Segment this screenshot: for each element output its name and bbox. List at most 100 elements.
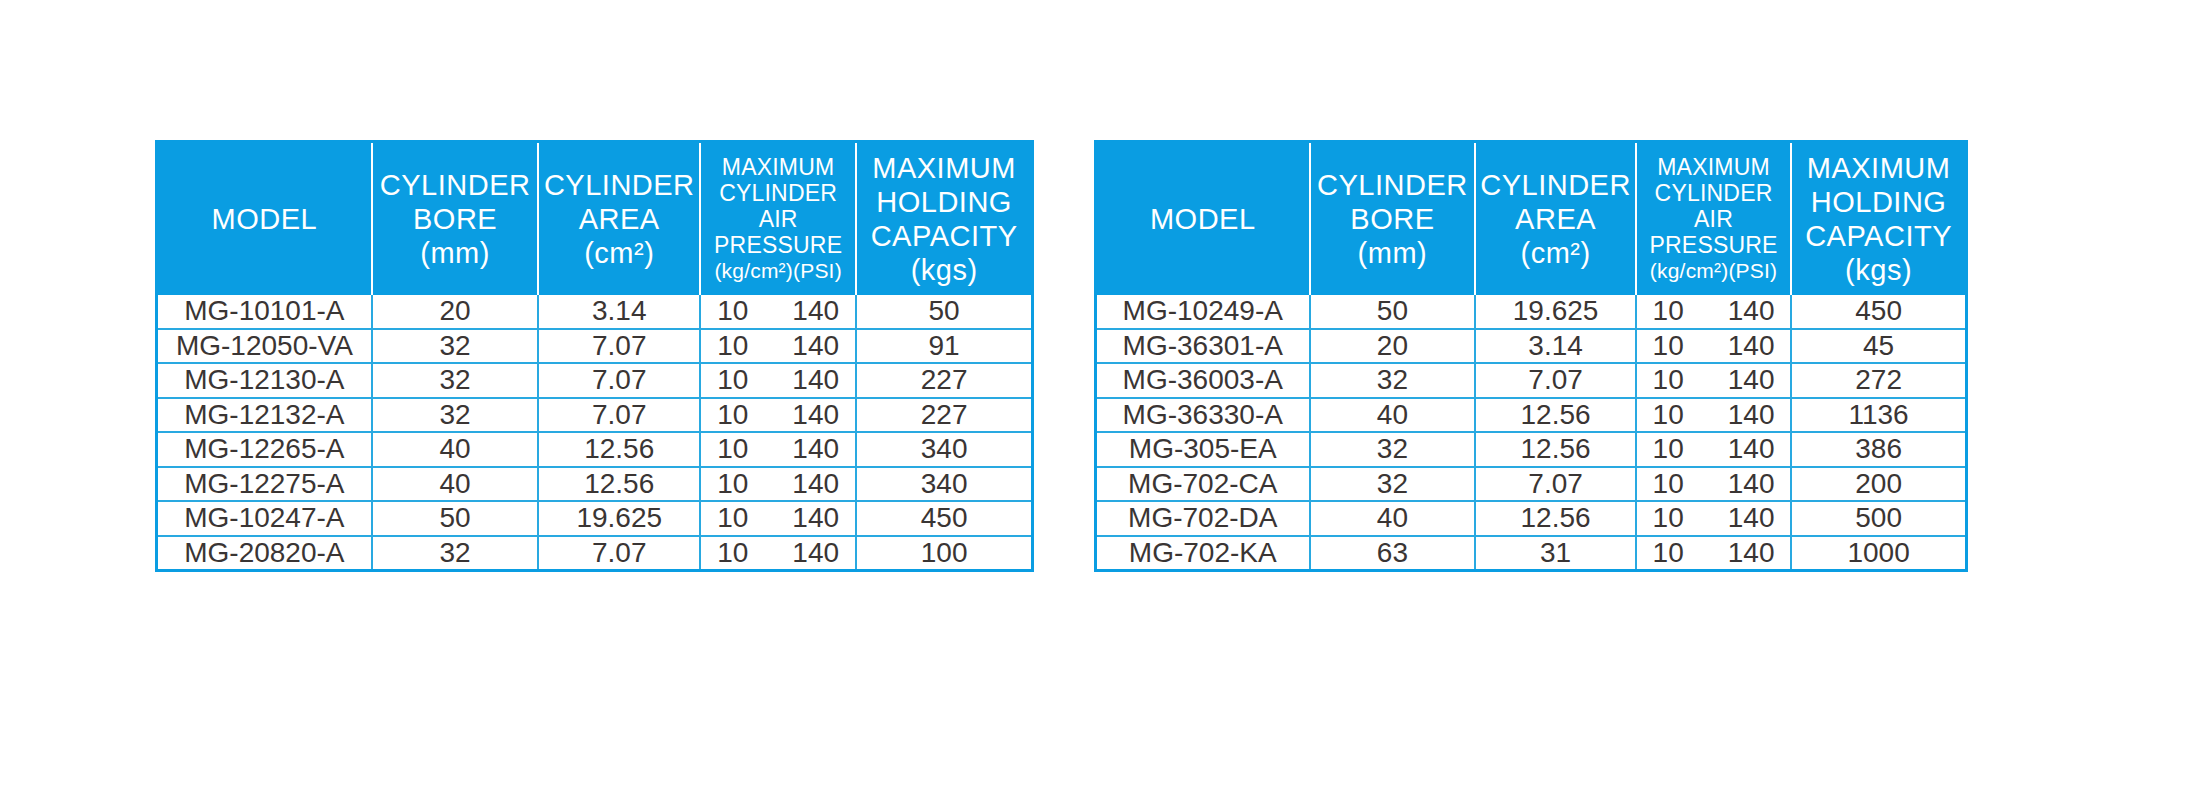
capacity-cell: 340 — [857, 468, 1031, 501]
header-max-air-pressure: MAXIMUM CYLINDER AIR PRESSURE (kg/cm²)(P… — [701, 143, 857, 295]
pressure-psi: 140 — [1728, 330, 1775, 362]
model-cell: MG-36330-A — [1097, 399, 1311, 432]
bore-cell: 20 — [373, 295, 540, 328]
pressure-kg: 10 — [717, 364, 748, 396]
spec-table-right: MODEL CYLINDER BORE (mm) CYLINDER AREA (… — [1094, 140, 1968, 572]
capacity-cell: 227 — [857, 399, 1031, 432]
bore-cell: 32 — [373, 399, 540, 432]
header-line: BORE — [413, 202, 497, 236]
header-line: CYLINDER — [719, 180, 837, 206]
area-cell: 7.07 — [1476, 364, 1637, 397]
header-cylinder-bore: CYLINDER BORE (mm) — [373, 143, 540, 295]
table-row: MG-702-KA 63 31 10140 1000 — [1097, 535, 1965, 570]
area-cell: 19.625 — [539, 502, 701, 535]
bore-cell: 50 — [373, 502, 540, 535]
pressure-cell: 10140 — [1637, 364, 1792, 397]
model-cell: MG-12130-A — [158, 364, 373, 397]
model-cell: MG-12275-A — [158, 468, 373, 501]
table-row: MG-12265-A 40 12.56 10140 340 — [158, 431, 1031, 466]
area-cell: 7.07 — [539, 364, 701, 397]
model-cell: MG-10101-A — [158, 295, 373, 328]
model-cell: MG-36301-A — [1097, 330, 1311, 363]
header-unit: (cm²) — [1521, 236, 1591, 270]
bore-cell: 20 — [1311, 330, 1477, 363]
bore-cell: 32 — [1311, 364, 1477, 397]
bore-cell: 40 — [373, 468, 540, 501]
capacity-cell: 450 — [1792, 295, 1965, 328]
pressure-kg: 10 — [717, 468, 748, 500]
pressure-cell: 10140 — [1637, 330, 1792, 363]
pressure-kg: 10 — [1653, 468, 1684, 500]
pressure-kg: 10 — [1653, 537, 1684, 569]
table-row: MG-702-DA 40 12.56 10140 500 — [1097, 500, 1965, 535]
pressure-kg: 10 — [717, 537, 748, 569]
table-row: MG-36301-A 20 3.14 10140 45 — [1097, 328, 1965, 363]
header-model-label: MODEL — [212, 202, 318, 236]
header-unit: (mm) — [1358, 236, 1428, 270]
capacity-cell: 386 — [1792, 433, 1965, 466]
capacity-cell: 100 — [857, 537, 1031, 570]
capacity-cell: 1000 — [1792, 537, 1965, 570]
pressure-kg: 10 — [717, 433, 748, 465]
header-line: AIR — [1694, 206, 1733, 232]
model-cell: MG-36003-A — [1097, 364, 1311, 397]
capacity-cell: 200 — [1792, 468, 1965, 501]
pressure-psi: 140 — [1728, 537, 1775, 569]
header-cylinder-area: CYLINDER AREA (cm²) — [539, 143, 701, 295]
pressure-psi: 140 — [792, 330, 839, 362]
area-cell: 12.56 — [1476, 399, 1637, 432]
header-max-holding-capacity: MAXIMUM HOLDING CAPACITY (kgs) — [857, 143, 1031, 295]
pressure-kg: 10 — [1653, 399, 1684, 431]
pressure-cell: 10140 — [1637, 295, 1792, 328]
pressure-psi: 140 — [792, 399, 839, 431]
header-unit: (kgs) — [911, 253, 978, 287]
capacity-cell: 91 — [857, 330, 1031, 363]
capacity-cell: 272 — [1792, 364, 1965, 397]
bore-cell: 40 — [1311, 399, 1477, 432]
header-line: HOLDING — [876, 185, 1012, 219]
header-line: AIR — [759, 206, 798, 232]
bore-cell: 32 — [373, 330, 540, 363]
header-line: CAPACITY — [871, 219, 1018, 253]
model-cell: MG-702-CA — [1097, 468, 1311, 501]
bore-cell: 40 — [1311, 502, 1477, 535]
pressure-kg: 10 — [717, 502, 748, 534]
capacity-cell: 450 — [857, 502, 1031, 535]
table-row: MG-12132-A 32 7.07 10140 227 — [158, 397, 1031, 432]
table-header-row: MODEL CYLINDER BORE (mm) CYLINDER AREA (… — [1097, 143, 1965, 295]
area-cell: 12.56 — [539, 468, 701, 501]
bore-cell: 40 — [373, 433, 540, 466]
header-line: MAXIMUM — [1657, 154, 1770, 180]
header-model: MODEL — [1097, 143, 1311, 295]
header-line: AREA — [579, 202, 660, 236]
table-row: MG-36330-A 40 12.56 10140 1136 — [1097, 397, 1965, 432]
capacity-cell: 227 — [857, 364, 1031, 397]
catalog-page: MODEL CYLINDER BORE (mm) CYLINDER AREA (… — [0, 0, 2200, 792]
pressure-psi: 140 — [792, 468, 839, 500]
area-cell: 3.14 — [539, 295, 701, 328]
pressure-cell: 10 140 — [1637, 537, 1792, 570]
header-model: MODEL — [158, 143, 373, 295]
model-cell: MG-702-KA — [1097, 537, 1311, 570]
capacity-cell: 340 — [857, 433, 1031, 466]
pressure-kg: 10 — [1653, 502, 1684, 534]
header-line: MAXIMUM — [1807, 151, 1951, 185]
header-line: AREA — [1515, 202, 1596, 236]
pressure-cell: 10140 — [1637, 502, 1792, 535]
pressure-kg: 10 — [717, 295, 748, 327]
pressure-psi: 140 — [792, 433, 839, 465]
pressure-cell: 10 140 — [701, 364, 857, 397]
table-header-row: MODEL CYLINDER BORE (mm) CYLINDER AREA (… — [158, 143, 1031, 295]
header-max-holding-capacity: MAXIMUM HOLDING CAPACITY (kgs) — [1792, 143, 1965, 295]
header-line: MAXIMUM — [872, 151, 1016, 185]
pressure-psi: 140 — [1728, 433, 1775, 465]
pressure-psi: 140 — [792, 295, 839, 327]
model-cell: MG-12265-A — [158, 433, 373, 466]
capacity-cell: 500 — [1792, 502, 1965, 535]
pressure-psi: 140 — [792, 364, 839, 396]
bore-cell: 32 — [1311, 433, 1477, 466]
header-model-label: MODEL — [1150, 202, 1256, 236]
table-row: MG-12275-A 40 12.56 10 140 340 — [158, 466, 1031, 501]
pressure-cell: 10 140 — [701, 433, 857, 466]
pressure-kg: 10 — [1653, 364, 1684, 396]
